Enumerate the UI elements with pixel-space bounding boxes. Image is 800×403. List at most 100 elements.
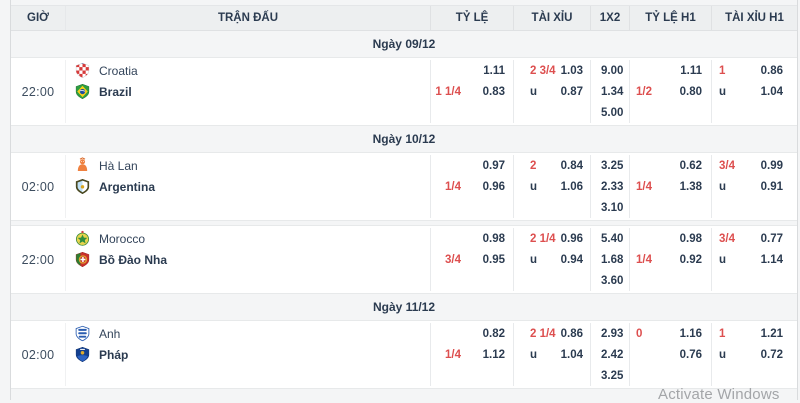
1x2-cell: 2.93 2.42 3.25: [590, 323, 629, 386]
1x2-away-odds[interactable]: 1.68: [601, 253, 624, 266]
match-time: 22:00: [21, 252, 55, 267]
under-h1-odds[interactable]: u 0.91: [719, 180, 783, 193]
handicap-h1-odds[interactable]: 0.76: [679, 348, 702, 361]
match-teams-cell: Hà Lan Argentina: [65, 155, 430, 218]
1x2-home-odds[interactable]: 9.00: [601, 64, 624, 77]
1x2-home-odds[interactable]: 3.25: [601, 159, 624, 172]
handicap-h1-odds[interactable]: 0.62: [679, 159, 702, 172]
col-header-handicap: TỶ LỆ: [430, 6, 513, 30]
over-under-cell: 2 1/4 0.96 u 0.94: [513, 228, 590, 291]
handicap-h1-odds[interactable]: 0 1.16: [636, 327, 702, 340]
handicap-h1-cell: 1.11 1/2 0.80: [629, 60, 711, 123]
over-h1-odds[interactable]: 3/4 0.77: [719, 232, 783, 245]
col-header-time: GIỜ: [27, 11, 49, 24]
handicap-odds[interactable]: 0.97: [482, 159, 505, 172]
over-odds[interactable]: 2 1/4 0.96: [530, 232, 583, 245]
handicap-cell: 0.97 1/4 0.96: [430, 155, 513, 218]
portugal-crest-icon: [74, 251, 91, 268]
odds-table: GIỜ TRẬN ĐẤU TỶ LỆ TÀI XỈU 1X2 TỶ LỆ H1 …: [11, 5, 797, 389]
england-crest-icon: [74, 325, 91, 342]
under-h1-odds[interactable]: u 0.72: [719, 348, 783, 361]
under-odds[interactable]: u 0.94: [530, 253, 583, 266]
over-odds[interactable]: 2 3/4 1.03: [530, 64, 583, 77]
team-home[interactable]: Bồ Đào Nha: [66, 249, 430, 270]
handicap-h1-odds[interactable]: 1.11: [680, 64, 702, 77]
under-odds[interactable]: u 1.06: [530, 180, 583, 193]
1x2-draw-odds[interactable]: 3.10: [601, 201, 624, 214]
over-under-cell: 2 1/4 0.86 u 1.04: [513, 323, 590, 386]
col-header-over-under-h1: TÀI XỈU H1: [711, 6, 797, 30]
team-name: Pháp: [99, 347, 129, 362]
team-away[interactable]: Croatia: [66, 60, 430, 81]
under-h1-odds[interactable]: u 1.14: [719, 253, 783, 266]
team-name: Hà Lan: [99, 158, 138, 173]
handicap-odds[interactable]: 1/4 1.12: [445, 348, 505, 361]
1x2-cell: 9.00 1.34 5.00: [590, 60, 629, 123]
handicap-h1-cell: 0.98 1/4 0.92: [629, 228, 711, 291]
over-h1-odds[interactable]: 1 0.86: [719, 64, 783, 77]
handicap-odds[interactable]: 0.82: [482, 327, 505, 340]
table-left-border: [10, 0, 11, 400]
match-row: 02:00 Anh Pháp 0.82 1/4 1.12 2 1/4 0.86: [11, 320, 797, 389]
col-header-over-under: TÀI XỈU: [513, 6, 590, 30]
col-header-1x2: 1X2: [590, 6, 629, 30]
over-under-h1-cell: 1 1.21 u 0.72: [711, 323, 797, 386]
1x2-draw-odds[interactable]: 5.00: [601, 106, 624, 119]
over-odds[interactable]: 2 1/4 0.86: [530, 327, 583, 340]
team-name: Bồ Đào Nha: [99, 252, 168, 267]
over-h1-odds[interactable]: 3/4 0.99: [719, 159, 783, 172]
over-under-h1-cell: 3/4 0.77 u 1.14: [711, 228, 797, 291]
handicap-odds[interactable]: 1 1/4 0.83: [435, 85, 505, 98]
handicap-h1-odds[interactable]: 0.98: [679, 232, 702, 245]
match-time: 02:00: [21, 347, 55, 362]
activate-windows-watermark: Activate Windows: [658, 386, 780, 403]
1x2-away-odds[interactable]: 2.42: [601, 348, 624, 361]
team-away[interactable]: Hà Lan: [66, 155, 430, 176]
under-odds[interactable]: u 0.87: [530, 85, 583, 98]
handicap-odds[interactable]: 1/4 0.96: [445, 180, 505, 193]
under-odds[interactable]: u 1.04: [530, 348, 583, 361]
netherlands-crest-icon: [74, 157, 91, 174]
team-home[interactable]: Argentina: [66, 176, 430, 197]
match-row: 22:00 Croatia Brazil 1.11 1 1/4 0.83 2 3/…: [11, 57, 797, 126]
team-home[interactable]: Brazil: [66, 81, 430, 102]
team-name: Brazil: [99, 84, 132, 99]
croatia-crest-icon: [74, 62, 91, 79]
over-under-cell: 2 3/4 1.03 u 0.87: [513, 60, 590, 123]
match-time: 02:00: [21, 179, 55, 194]
handicap-odds[interactable]: 1.11: [483, 64, 505, 77]
over-odds[interactable]: 2 0.84: [530, 159, 583, 172]
teams-spacer: [66, 365, 430, 386]
france-crest-icon: [74, 346, 91, 363]
team-home[interactable]: Pháp: [66, 344, 430, 365]
1x2-cell: 5.40 1.68 3.60: [590, 228, 629, 291]
1x2-away-odds[interactable]: 1.34: [601, 85, 624, 98]
over-under-cell: 2 0.84 u 1.06: [513, 155, 590, 218]
handicap-odds[interactable]: 3/4 0.95: [445, 253, 505, 266]
1x2-draw-odds[interactable]: 3.25: [601, 369, 624, 382]
handicap-odds[interactable]: 0.98: [482, 232, 505, 245]
1x2-draw-odds[interactable]: 3.60: [601, 274, 624, 287]
over-under-h1-cell: 3/4 0.99 u 0.91: [711, 155, 797, 218]
brazil-crest-icon: [74, 83, 91, 100]
1x2-home-odds[interactable]: 5.40: [601, 232, 624, 245]
over-h1-odds[interactable]: 1 1.21: [719, 327, 783, 340]
col-header-match: TRẬN ĐẤU: [65, 6, 430, 30]
team-name: Argentina: [99, 179, 156, 194]
1x2-away-odds[interactable]: 2.33: [601, 180, 624, 193]
teams-spacer: [66, 102, 430, 123]
handicap-h1-odds[interactable]: 1/2 0.80: [636, 85, 702, 98]
1x2-home-odds[interactable]: 2.93: [601, 327, 624, 340]
match-row: 22:00 Morocco Bồ Đào Nha 0.98 3/4 0.95 2 …: [11, 225, 797, 294]
team-name: Anh: [99, 326, 121, 341]
team-away[interactable]: Anh: [66, 323, 430, 344]
handicap-h1-odds[interactable]: 1/4 1.38: [636, 180, 702, 193]
handicap-h1-odds[interactable]: 1/4 0.92: [636, 253, 702, 266]
team-name: Croatia: [99, 63, 138, 78]
match-teams-cell: Morocco Bồ Đào Nha: [65, 228, 430, 291]
date-header: Ngày 11/12: [372, 300, 436, 314]
under-h1-odds[interactable]: u 1.04: [719, 85, 783, 98]
col-header-handicap-h1: TỶ LỆ H1: [629, 6, 711, 30]
team-away[interactable]: Morocco: [66, 228, 430, 249]
table-right-border: [797, 0, 798, 400]
